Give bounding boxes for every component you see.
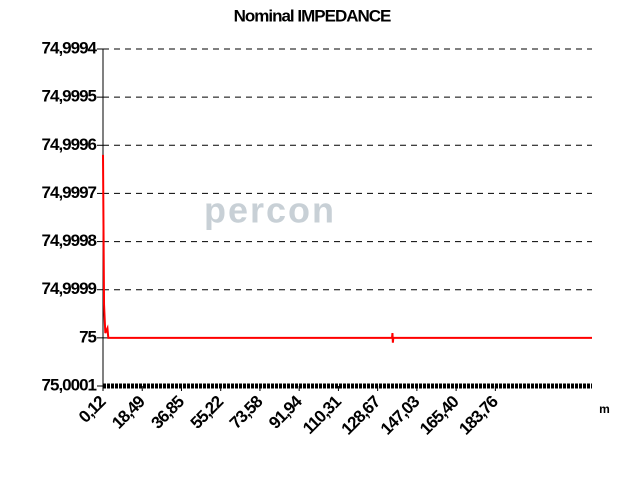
y-tick-label: 75	[79, 327, 96, 346]
x-tick-label: 73,58	[226, 392, 266, 432]
x-tick-label: 128,67	[338, 392, 384, 438]
x-axis-label: m	[599, 402, 609, 416]
series-line	[102, 154, 592, 343]
x-tick-label: 183,76	[455, 392, 501, 438]
x-tick-label: 18,49	[108, 392, 148, 432]
y-tick-label: 74,9996	[42, 135, 97, 154]
y-tick-label: 74,9997	[42, 183, 97, 202]
y-tick-label: 74,9998	[42, 231, 97, 250]
y-tick-label: 74,9994	[42, 38, 98, 57]
x-tick-label: 36,85	[147, 392, 187, 432]
y-tick-label: 74,9999	[42, 279, 97, 298]
chart-title: Nominal IMPEDANCE	[234, 6, 391, 25]
x-tick-label: 110,31	[299, 392, 345, 438]
watermark: percon	[204, 190, 336, 231]
y-tick-label: 75,0001	[42, 375, 97, 394]
x-tick-label: 55,22	[187, 392, 227, 432]
x-tick-label: 165,40	[416, 392, 462, 438]
y-tick-label: 74,9995	[42, 87, 97, 106]
x-tick-label: 0,12	[75, 392, 109, 426]
x-tick-label: 147,03	[377, 392, 423, 438]
